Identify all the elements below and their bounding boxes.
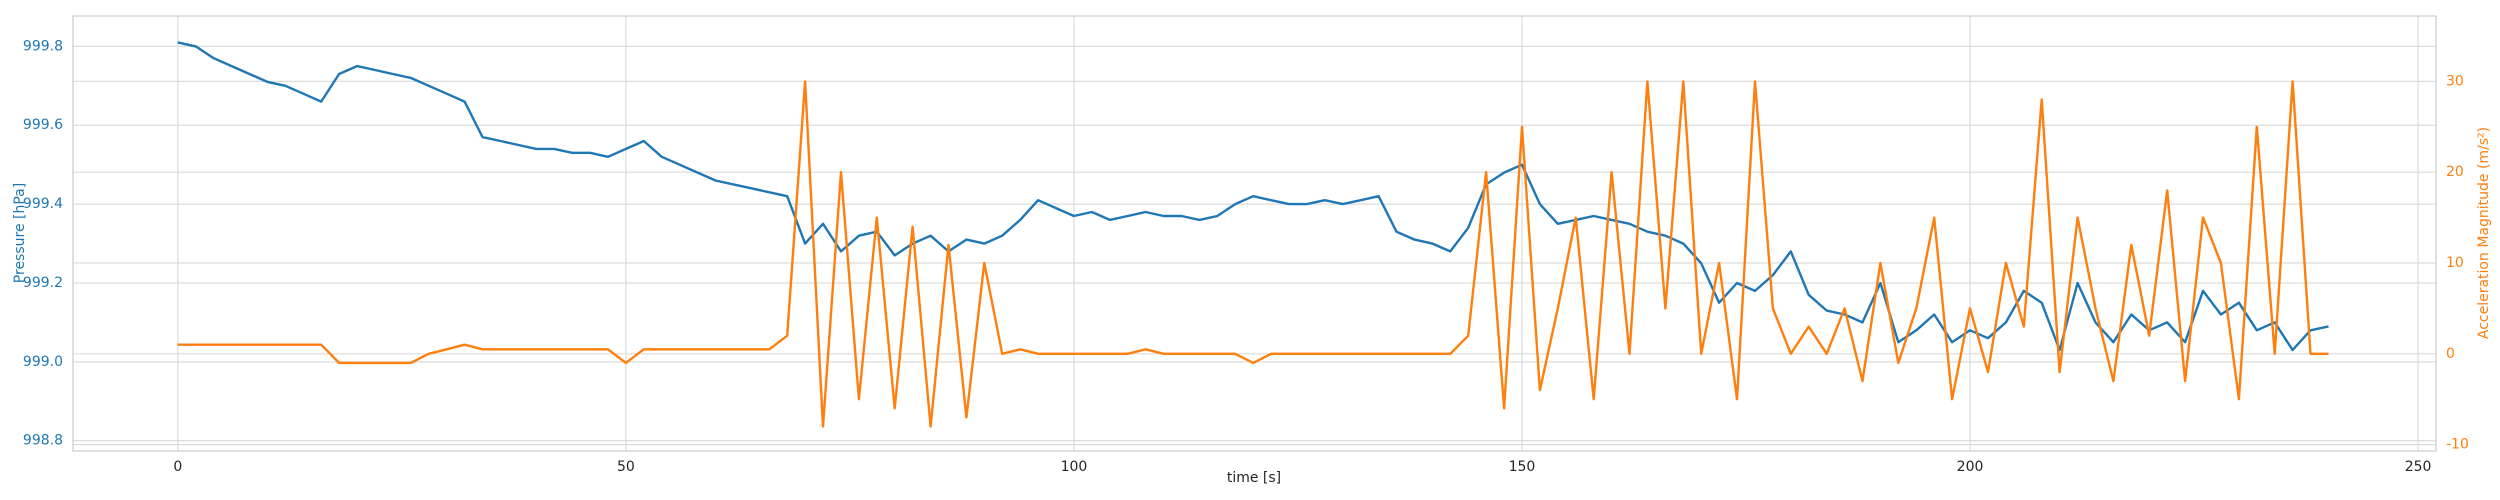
data-line bbox=[177, 80, 2329, 428]
x-axis-label: time [s] bbox=[1227, 470, 1281, 486]
y-tick-label: 999.8 bbox=[23, 38, 63, 54]
y-tick-label: 999.6 bbox=[23, 117, 63, 133]
y-tick-label: 998.8 bbox=[23, 433, 63, 449]
x-tick-label: 50 bbox=[617, 459, 635, 475]
y-tick-label: 999.4 bbox=[23, 196, 63, 212]
x-tick-label: 100 bbox=[1061, 459, 1088, 475]
x-tick-label: 200 bbox=[1957, 459, 1984, 475]
y-tick-label: 999.2 bbox=[23, 275, 63, 291]
y2-tick-label: 0 bbox=[2446, 346, 2455, 362]
x-tick-label: 250 bbox=[2405, 459, 2432, 475]
y2-tick-label: 10 bbox=[2446, 255, 2464, 271]
y2-axis-label: Acceleration Magnitude (m/s²) bbox=[2476, 127, 2492, 339]
y2-tick-label: -10 bbox=[2446, 437, 2469, 453]
y2-tick-label: 20 bbox=[2446, 164, 2464, 180]
x-tick-label: 150 bbox=[1509, 459, 1536, 475]
plot-frame bbox=[72, 15, 2437, 452]
y2-tick-label: 30 bbox=[2446, 73, 2464, 89]
y-axis-label: Pressure [hPa] bbox=[12, 183, 28, 283]
data-line bbox=[177, 41, 2329, 352]
y-tick-label: 999.0 bbox=[23, 354, 63, 370]
x-tick-label: 0 bbox=[173, 459, 182, 475]
